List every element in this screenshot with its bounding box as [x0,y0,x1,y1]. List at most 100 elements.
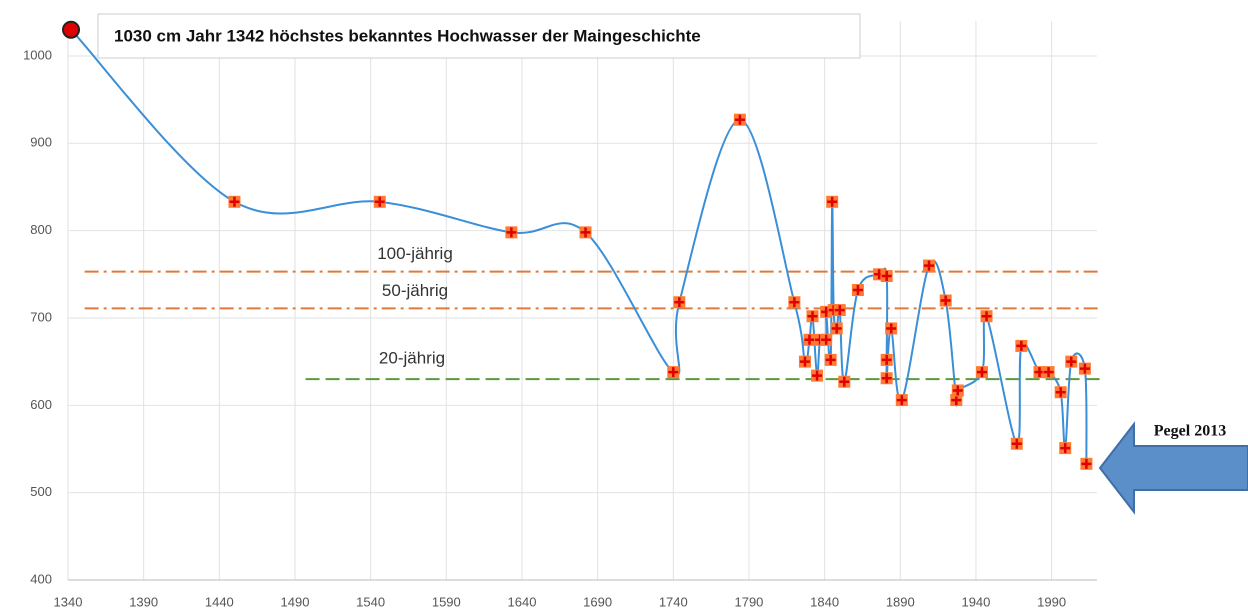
point [939,294,952,307]
point-cross [831,323,842,334]
point-cross [580,227,591,238]
point [975,366,988,379]
point [824,353,837,366]
point [673,296,686,309]
x-tick-label: 1990 [1037,594,1066,609]
point [373,195,386,208]
y-tick-label: 900 [30,135,52,150]
point-cross [804,334,815,345]
point [1042,366,1055,379]
point [798,355,811,368]
point-cross [952,385,963,396]
point-cross [374,196,385,207]
point [579,226,592,239]
y-tick-label: 1000 [23,47,52,62]
y-tick-label: 500 [30,484,52,499]
x-tick-label: 1790 [734,594,763,609]
point-cross [881,271,892,282]
x-tick-label: 1640 [508,594,537,609]
reference-label: 20-jährig [379,349,445,368]
x-tick-label: 1840 [810,594,839,609]
point [950,394,963,407]
x-tick-label: 1540 [356,594,385,609]
point [885,322,898,335]
point-cross [951,395,962,406]
point [838,375,851,388]
y-tick-label: 400 [30,571,52,586]
annotation-box [97,13,861,59]
arrow-label: Pegel 2013 [1154,423,1226,440]
point-cross [734,114,745,125]
point [1015,339,1028,352]
x-tick-label: 1590 [432,594,461,609]
y-tick-label: 600 [30,397,52,412]
point [895,394,908,407]
point-cross [886,323,897,334]
point [62,20,81,39]
point [1080,457,1093,470]
point-cross [976,367,987,378]
y-tick-label: 700 [30,309,52,324]
point [1010,437,1023,450]
point-cross [839,376,850,387]
x-tick-label: 1340 [54,594,83,609]
annotation: 1030 cm Jahr 1342 höchstes bekanntes Hoc… [114,26,701,45]
point-cross [1081,458,1092,469]
point-cross [1060,443,1071,454]
point [851,284,864,297]
point [980,310,993,323]
point [1059,442,1072,455]
point-cross [812,370,823,381]
point-cross [674,297,685,308]
point [1054,386,1067,399]
point-cross [881,373,892,384]
point-cross [789,297,800,308]
y-tick-label: 800 [30,222,52,237]
reference-label: 50-jährig [382,281,448,300]
point [880,270,893,283]
point-cross [940,295,951,306]
x-tick-label: 1440 [205,594,234,609]
point-cross [1079,363,1090,374]
x-tick-label: 1490 [281,594,310,609]
point-cross [834,305,845,316]
point-cross [229,196,240,207]
point-cross [1016,340,1027,351]
point [951,384,964,397]
point [833,304,846,317]
point-cross [807,311,818,322]
point-cross [924,260,935,271]
pegel-arrow [1098,421,1248,515]
point-cross [896,395,907,406]
point-cross [827,196,838,207]
point [830,322,843,335]
point [803,333,816,346]
point-cross [1066,356,1077,367]
point-cross [981,311,992,322]
point [880,372,893,385]
x-tick-label: 1890 [886,594,915,609]
point-cross [1043,367,1054,378]
series-line [70,29,1088,464]
point [228,195,241,208]
reference-label: 100-jährig [377,244,453,263]
point [811,369,824,382]
point-cross [852,285,863,296]
point [505,226,518,239]
point [880,353,893,366]
point [923,259,936,272]
point-cross [821,334,832,345]
point-cross [799,356,810,367]
point-cross [825,354,836,365]
point-cross [668,367,679,378]
point [788,296,801,309]
point [1078,362,1091,375]
point [1065,355,1078,368]
point-cross [881,354,892,365]
point-cross [1011,438,1022,449]
x-tick-label: 1690 [583,594,612,609]
point [820,333,833,346]
point [667,366,680,379]
point [826,195,839,208]
